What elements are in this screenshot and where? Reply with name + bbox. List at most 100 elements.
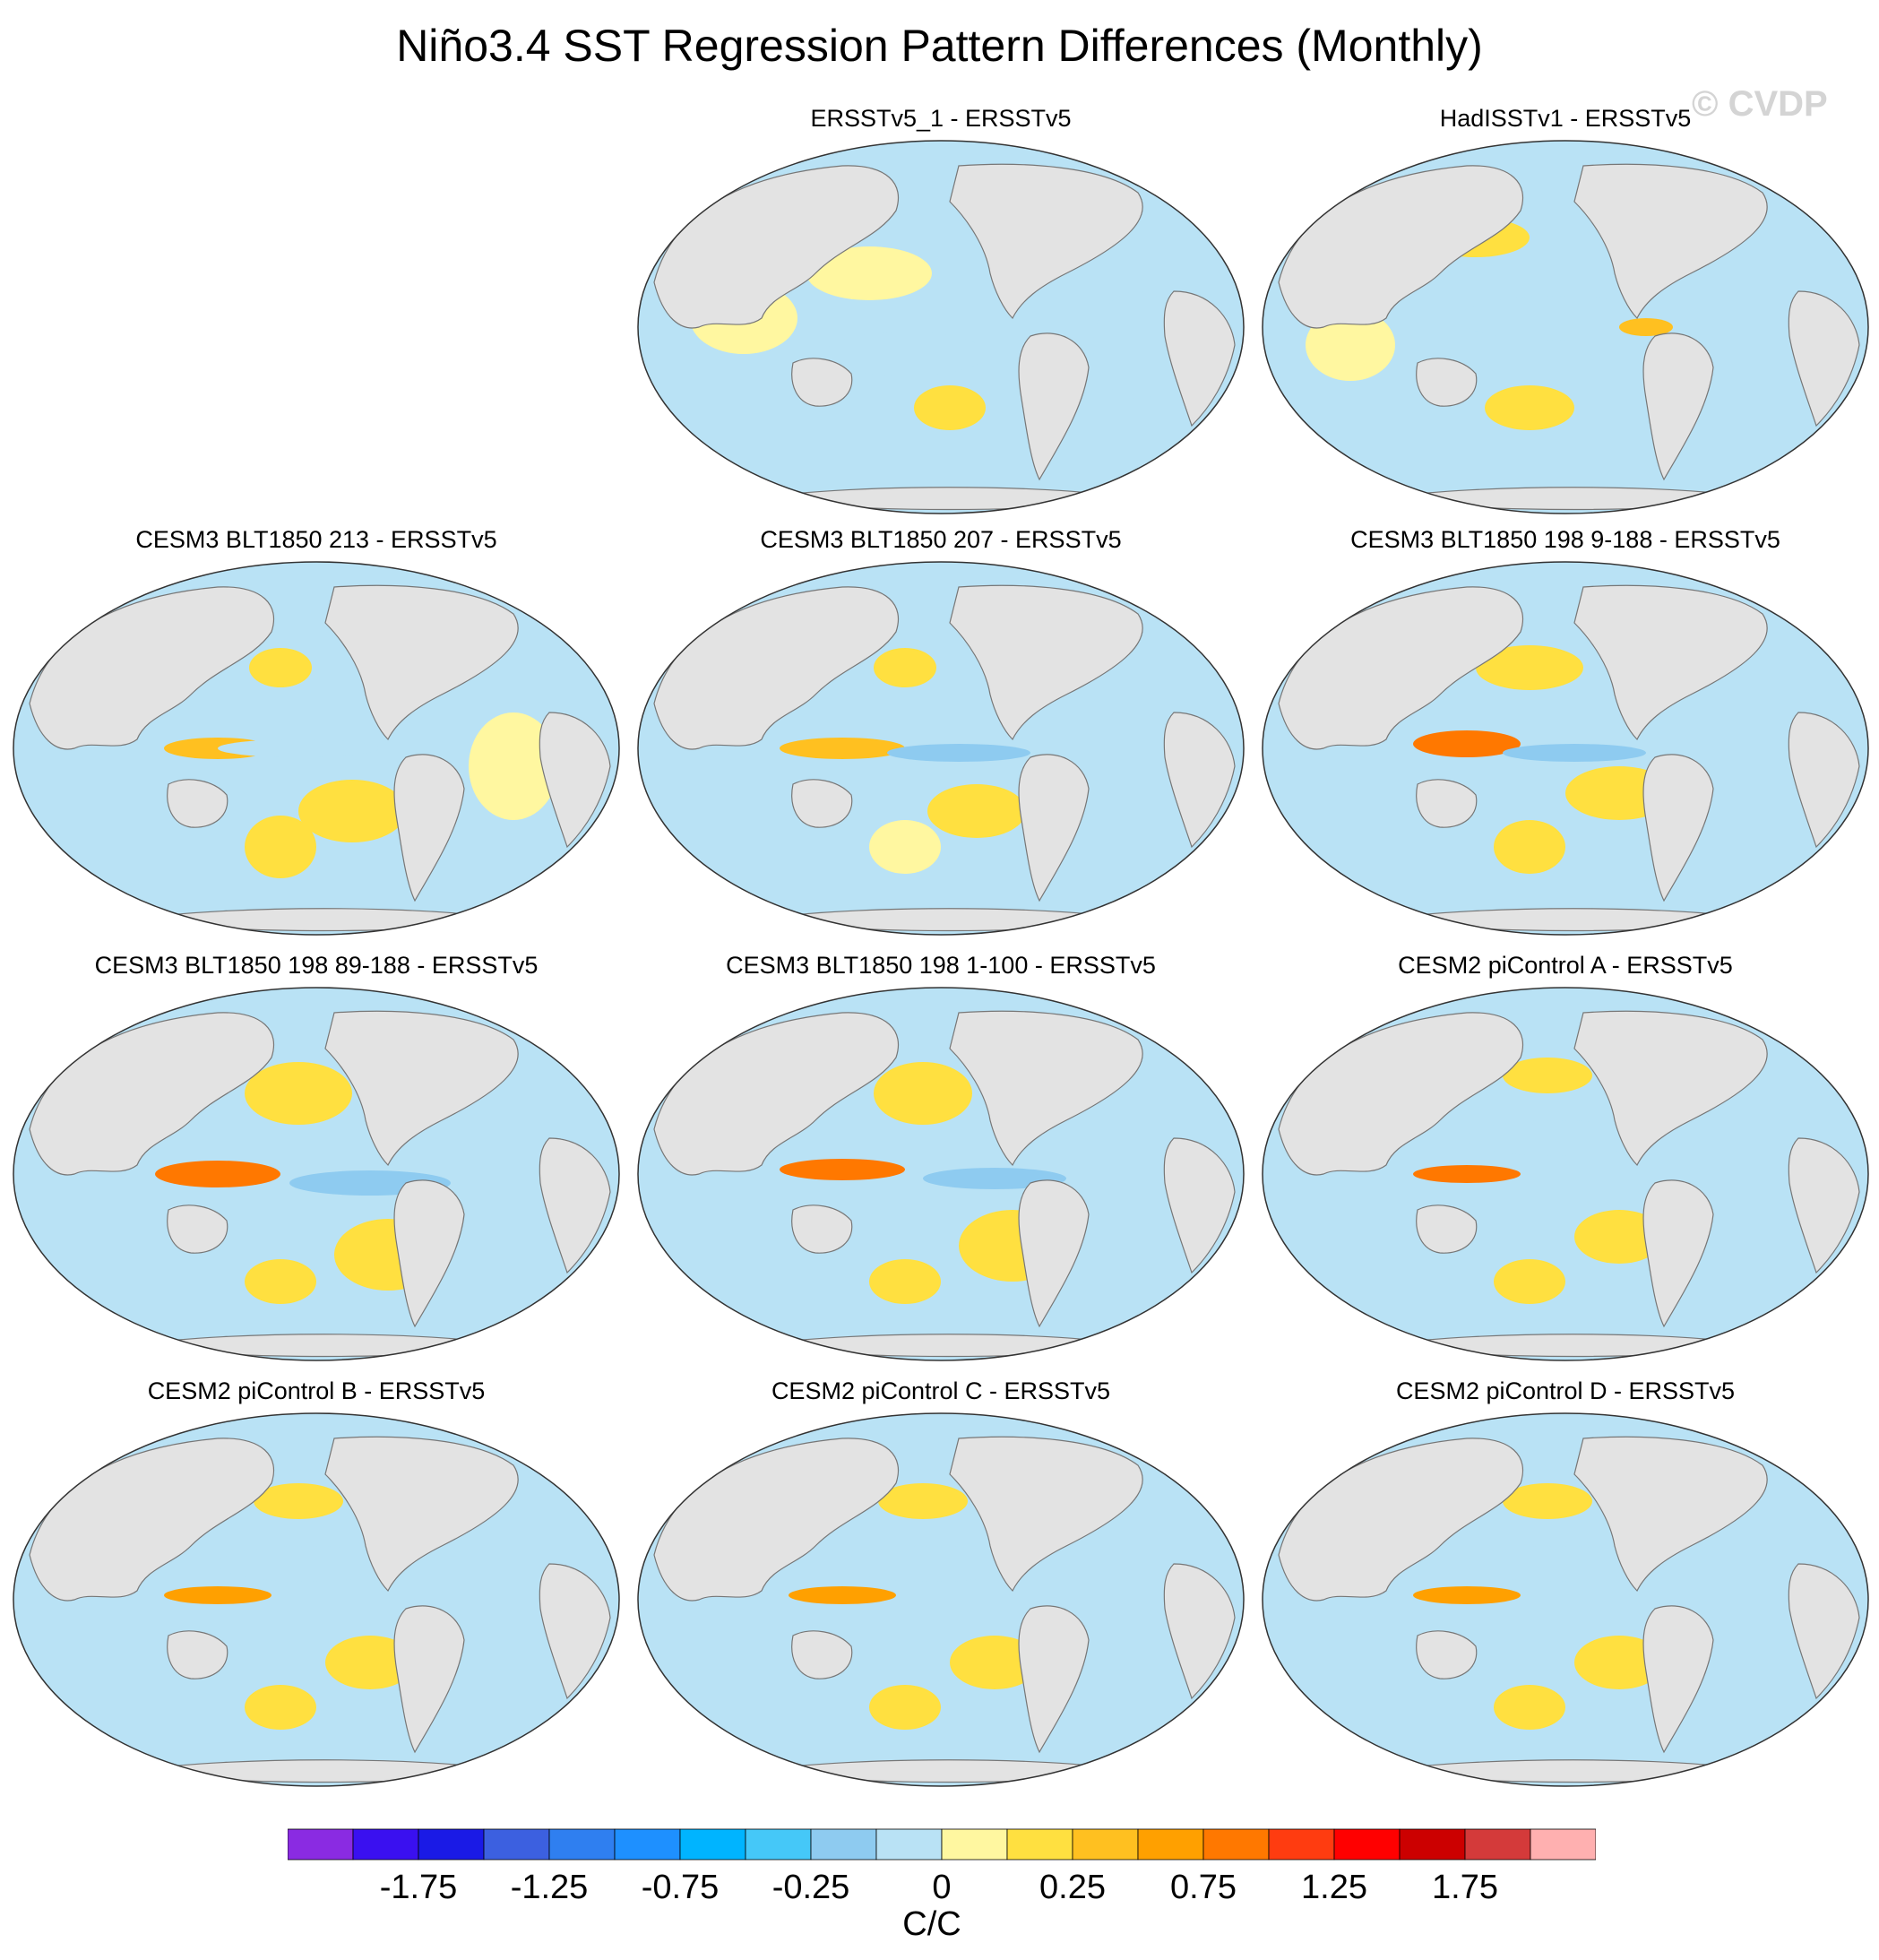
- colorbar-swatch: [1399, 1828, 1466, 1861]
- sst-anomaly-patch: [1458, 296, 1655, 341]
- map-outline: [637, 987, 1245, 1361]
- landmass: [1018, 754, 1090, 902]
- sst-anomaly-patch: [1467, 1120, 1646, 1156]
- sst-anomaly-patch: [842, 1546, 1021, 1582]
- sst-anomaly-patch: [869, 1685, 941, 1730]
- colorbar-swatch: [1202, 1828, 1270, 1861]
- landmass: [1573, 1010, 1768, 1167]
- landmass: [393, 1179, 465, 1328]
- landmass: [1163, 712, 1236, 849]
- colorbar-swatch: [1137, 1828, 1204, 1861]
- map-panel-title: CESM2 piControl A - ERSSTv5: [1398, 952, 1733, 979]
- landmass: [653, 1438, 900, 1602]
- colorbar-swatch: [745, 1828, 812, 1861]
- map-outline: [13, 987, 620, 1361]
- landmass: [1018, 332, 1090, 481]
- sst-anomaly-patch: [298, 780, 406, 842]
- sst-anomaly-patch: [1503, 1058, 1592, 1093]
- map-outline: [13, 561, 620, 936]
- sst-anomaly-patch: [1093, 291, 1183, 399]
- sst-anomaly-patch: [218, 739, 379, 757]
- sst-anomaly-patch: [950, 1636, 1039, 1689]
- landmass: [167, 779, 228, 828]
- landmass: [1642, 332, 1714, 481]
- sst-anomaly-patch: [1413, 1165, 1521, 1183]
- sst-anomaly-patch: [1413, 1586, 1521, 1604]
- landmass: [29, 586, 275, 750]
- map-panel-title: CESM2 piControl C - ERSSTv5: [771, 1377, 1111, 1404]
- sst-anomaly-patch: [1413, 730, 1521, 757]
- landmass: [324, 584, 519, 741]
- landmass: [653, 1012, 900, 1176]
- colorbar-swatch: [483, 1828, 550, 1861]
- landmass: [1416, 358, 1478, 407]
- colorbar-tick-label: 1.25: [1301, 1869, 1367, 1906]
- map-panel-title: CESM3 BLT1850 198 9-188 - ERSSTv5: [1350, 526, 1780, 553]
- landmass: [1788, 1563, 1860, 1700]
- colorbar: [288, 1828, 1596, 1861]
- map-panel: [13, 561, 620, 936]
- map-panel-title: CESM3 BLT1850 198 1-100 - ERSSTv5: [726, 952, 1156, 979]
- colorbar-swatch: [1464, 1828, 1531, 1861]
- map-panel: [1262, 561, 1869, 936]
- sst-anomaly-patch: [1574, 1210, 1664, 1264]
- colorbar-tick-label: -1.75: [379, 1869, 458, 1906]
- sst-anomaly-patch: [245, 1062, 352, 1125]
- landmass: [791, 1204, 853, 1254]
- map-outline: [1262, 561, 1869, 936]
- landmass: [949, 163, 1143, 320]
- colorbar-swatch: [288, 1828, 354, 1861]
- sst-anomaly-patch: [1494, 1685, 1565, 1730]
- sst-anomaly-patch: [249, 648, 312, 687]
- landmass: [539, 712, 611, 849]
- landmass: [167, 1630, 228, 1679]
- colorbar-tick-label: 0.75: [1170, 1869, 1237, 1906]
- sst-anomaly-patch: [1494, 820, 1565, 874]
- landmass: [1163, 1137, 1236, 1274]
- colorbar-tick-label: -0.25: [771, 1869, 850, 1906]
- sst-anomaly-patch: [245, 816, 316, 878]
- map-panel-title: HadISSTv1 - ERSSTv5: [1439, 105, 1692, 132]
- landmass: [1163, 290, 1236, 427]
- landmass: [653, 165, 900, 329]
- sst-anomaly-patch: [927, 784, 1026, 838]
- landmass: [1788, 712, 1860, 849]
- colorbar-tick-label: 1.75: [1432, 1869, 1498, 1906]
- sst-anomaly-patch: [1574, 1636, 1664, 1689]
- landmass: [1642, 1179, 1714, 1328]
- landmass: [1278, 586, 1524, 750]
- landmass: [1642, 1605, 1714, 1754]
- landmass: [1278, 1012, 1524, 1176]
- map-outline: [637, 140, 1245, 514]
- sst-anomaly-patch: [325, 1636, 415, 1689]
- sst-anomaly-patch: [245, 1685, 316, 1730]
- sst-anomaly-patch: [869, 1259, 941, 1304]
- sst-anomaly-patch: [1494, 1259, 1565, 1304]
- map-panel: [1262, 140, 1869, 514]
- figure-title: Niño3.4 SST Regression Pattern Differenc…: [396, 21, 1483, 71]
- landmass: [167, 1204, 228, 1254]
- landmass: [539, 1563, 611, 1700]
- sst-anomaly-patch: [218, 1546, 397, 1582]
- map-panel-title: CESM3 BLT1850 213 - ERSSTv5: [135, 526, 497, 553]
- colorbar-swatch: [1333, 1828, 1401, 1861]
- map-panel-title: CESM2 piControl D - ERSSTv5: [1395, 1377, 1736, 1404]
- colorbar-swatch: [810, 1828, 877, 1861]
- sst-anomaly-patch: [155, 1161, 280, 1187]
- map-outline: [1262, 140, 1869, 514]
- map-outline: [637, 561, 1245, 936]
- landmass: [1163, 1563, 1236, 1700]
- colorbar-tick-label: -0.75: [641, 1869, 720, 1906]
- colorbar-swatch: [1268, 1828, 1335, 1861]
- landmass: [1018, 1605, 1090, 1754]
- map-panel-title: CESM2 piControl B - ERSSTv5: [147, 1377, 486, 1404]
- colorbar-swatch: [1072, 1828, 1139, 1861]
- sst-anomaly-patch: [824, 332, 986, 376]
- landmass: [791, 1630, 853, 1679]
- colorbar-swatch: [1006, 1828, 1073, 1861]
- landmass: [1573, 1436, 1768, 1593]
- landmass: [324, 1010, 519, 1167]
- sst-anomaly-patch: [1306, 309, 1395, 381]
- colorbar-swatch: [1530, 1828, 1596, 1861]
- landmass: [949, 1010, 1143, 1167]
